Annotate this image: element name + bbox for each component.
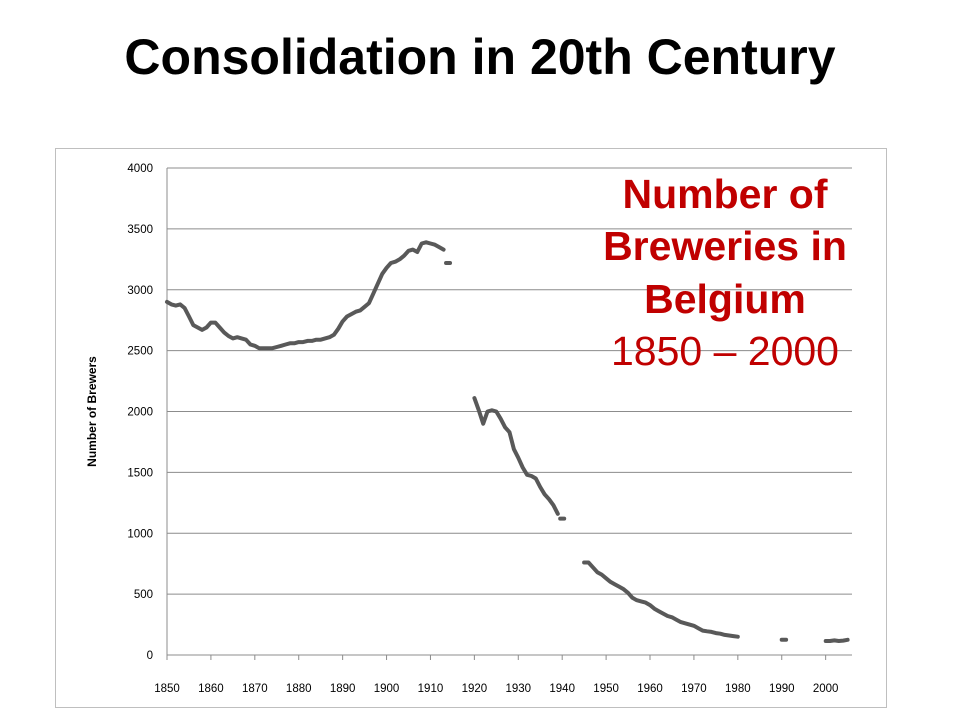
series-line-segment bbox=[165, 240, 446, 351]
x-tick-label: 1950 bbox=[593, 683, 619, 695]
y-tick-label: 4000 bbox=[127, 163, 153, 175]
y-tick-label: 3000 bbox=[127, 285, 153, 297]
annotation-line-1: Number of bbox=[622, 171, 828, 217]
x-tick-label: 1960 bbox=[637, 683, 663, 695]
x-tick-label: 1970 bbox=[681, 683, 707, 695]
chart-annotation: Number of Breweries in Belgium 1850 – 20… bbox=[560, 168, 890, 379]
y-tick-label: 3500 bbox=[127, 224, 153, 236]
x-tick-label: 1980 bbox=[725, 683, 751, 695]
x-tick-label: 1940 bbox=[549, 683, 575, 695]
y-tick-label: 500 bbox=[134, 589, 153, 601]
y-tick-label: 2000 bbox=[127, 407, 153, 419]
chart-frame: 0 500 1000 1500 2000 2500 3000 3500 4000 1850 186… bbox=[55, 148, 887, 708]
x-tick-label: 1930 bbox=[505, 683, 531, 695]
x-tick-label: 1890 bbox=[330, 683, 356, 695]
x-tick-label: 1900 bbox=[374, 683, 400, 695]
grid-lines bbox=[166, 167, 852, 660]
slide-title: Consolidation in 20th Century bbox=[124, 29, 836, 85]
y-tick-label: 1000 bbox=[127, 528, 153, 540]
y-axis-title: Number of Brewers bbox=[85, 356, 99, 467]
series-line-segment bbox=[582, 560, 740, 639]
y-tick-label: 1500 bbox=[127, 467, 153, 479]
annotation-date-range: 1850 – 2000 bbox=[610, 328, 839, 375]
x-tick-label: 2000 bbox=[813, 683, 839, 695]
x-tick-label: 1850 bbox=[154, 683, 180, 695]
x-tick-label: 1910 bbox=[418, 683, 444, 695]
series-line-segment bbox=[823, 637, 850, 643]
x-tick-label: 1880 bbox=[286, 683, 312, 695]
annotation-line-3: Belgium bbox=[644, 275, 806, 322]
y-tick-labels: 0 500 1000 1500 2000 2500 3000 3500 4000 bbox=[127, 163, 153, 662]
x-tick-label: 1870 bbox=[242, 683, 268, 695]
x-tick-label: 1990 bbox=[769, 683, 795, 695]
x-tick-label: 1860 bbox=[198, 683, 224, 695]
breweries-line-chart: 0 500 1000 1500 2000 2500 3000 3500 4000 1850 186… bbox=[85, 163, 852, 695]
annotation-line-2: Breweries in bbox=[603, 223, 847, 270]
y-tick-label: 2500 bbox=[127, 346, 153, 358]
y-tick-label: 0 bbox=[147, 650, 153, 662]
series-breweries bbox=[165, 240, 850, 643]
x-tick-label: 1920 bbox=[462, 683, 488, 695]
x-tick-labels: 1850 1860 1870 1880 1890 1900 1910 1920 1930 1940… bbox=[154, 683, 838, 695]
series-line-segment bbox=[472, 396, 560, 516]
